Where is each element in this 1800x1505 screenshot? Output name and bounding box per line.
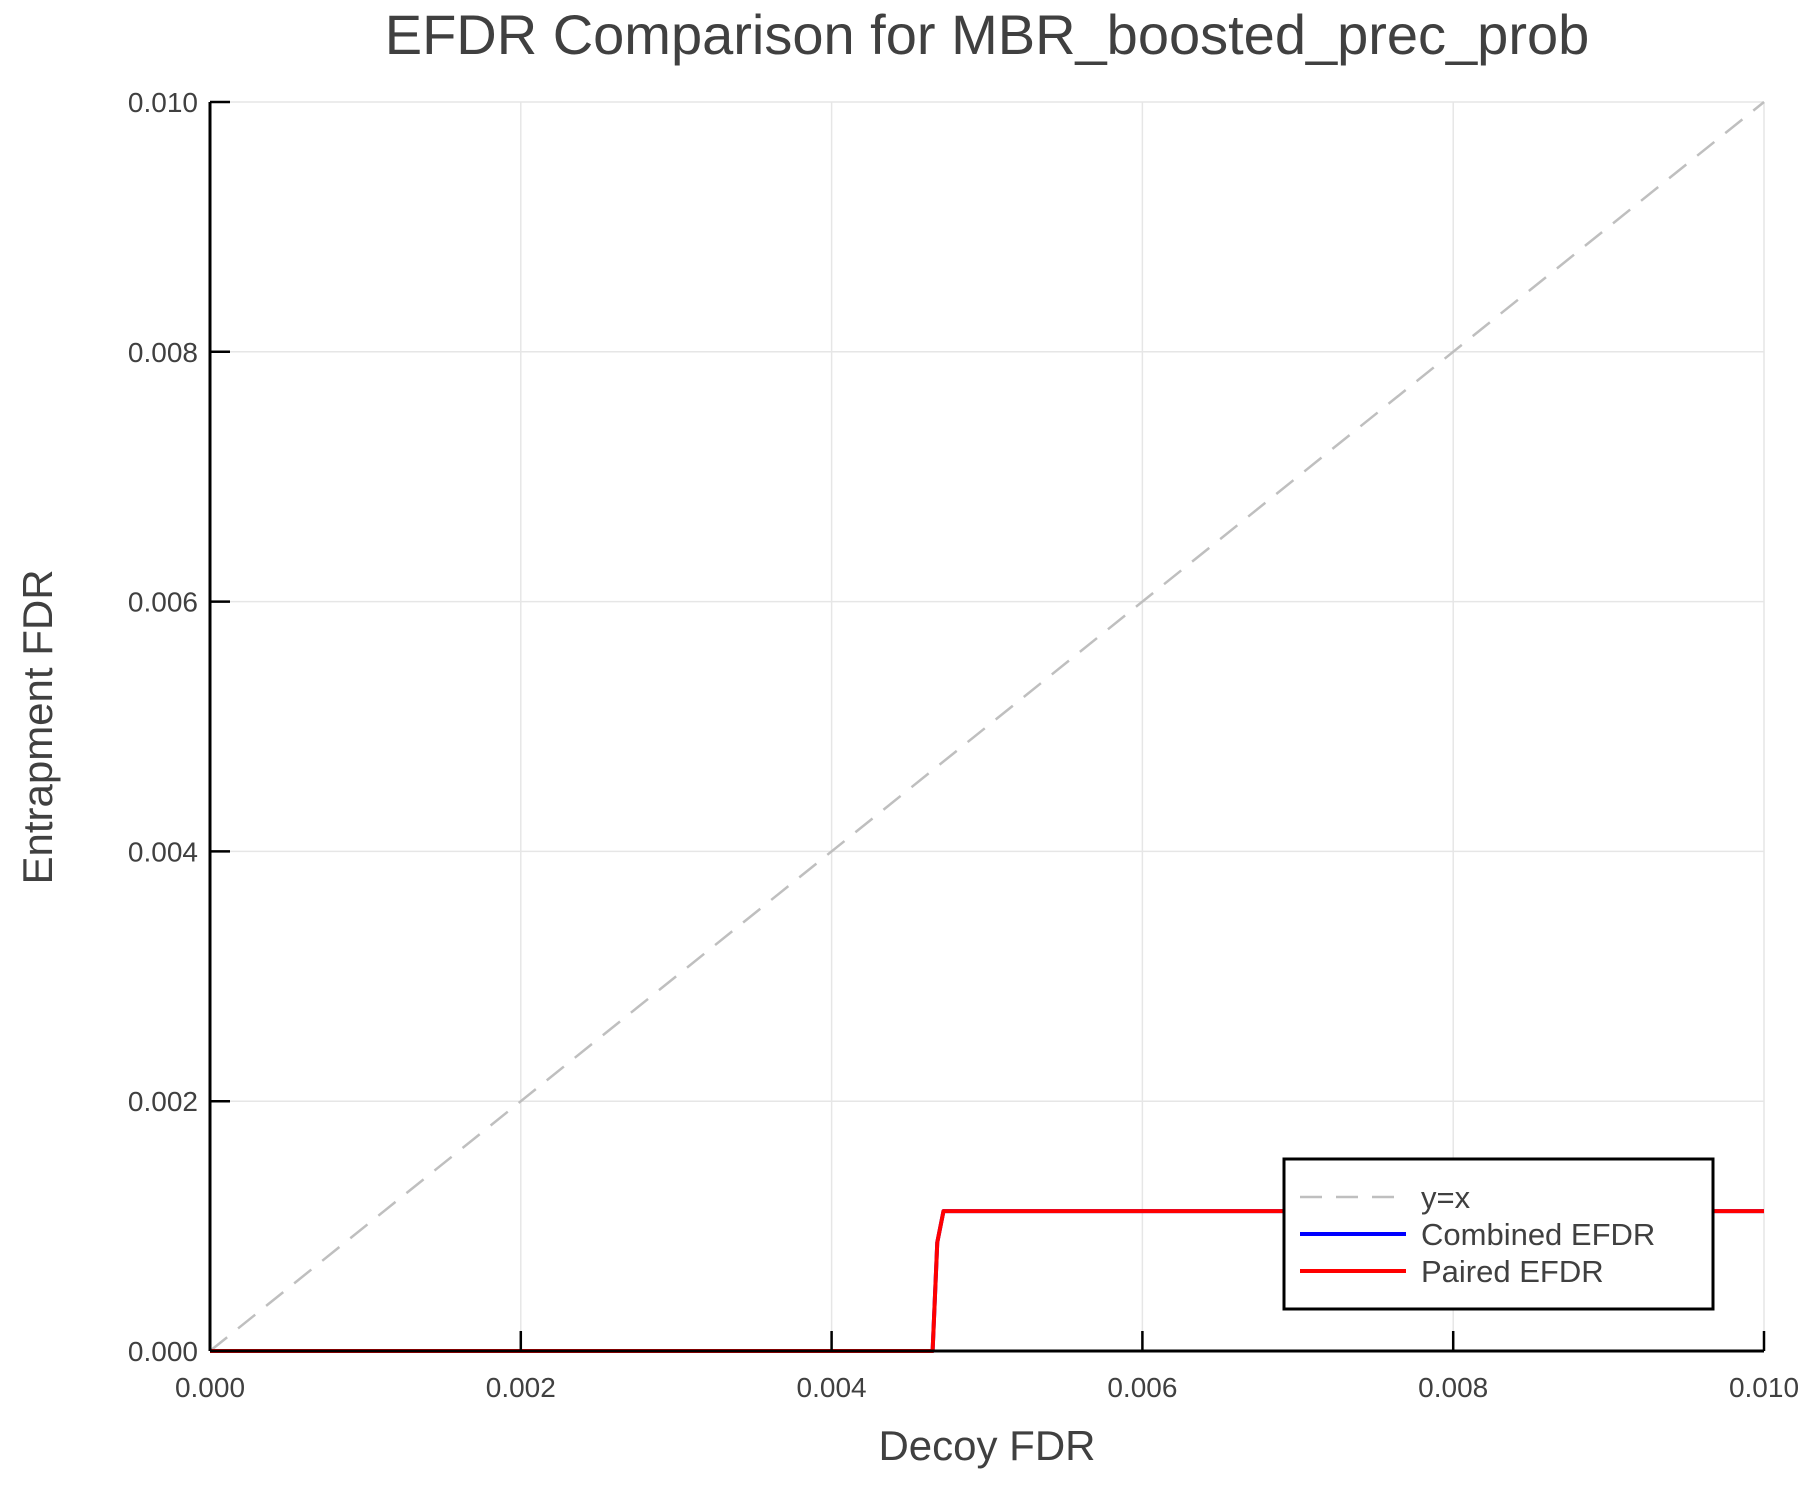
chart-title: EFDR Comparison for MBR_boosted_prec_pro… <box>385 3 1590 66</box>
legend-label: y=x <box>1421 1180 1471 1215</box>
x-axis-label: Decoy FDR <box>878 1422 1095 1469</box>
y-tick-label: 0.000 <box>128 1336 198 1367</box>
legend-label: Paired EFDR <box>1421 1254 1604 1289</box>
y-tick-label: 0.004 <box>128 836 198 867</box>
x-tick-label: 0.008 <box>1418 1372 1488 1403</box>
y-tick-label: 0.006 <box>128 587 198 618</box>
x-tick-label: 0.002 <box>486 1372 556 1403</box>
legend-label: Combined EFDR <box>1421 1217 1655 1252</box>
axes: 0.000 0.002 0.004 0.006 0.008 0.010 0.000 0.002… <box>128 87 1799 1403</box>
series-line-y-x <box>209 101 1765 1352</box>
y-tick-label: 0.010 <box>128 87 198 118</box>
x-tick-label: 0.006 <box>1107 1372 1177 1403</box>
x-tick-label: 0.000 <box>175 1372 245 1403</box>
x-tick-label: 0.004 <box>797 1372 867 1403</box>
x-tick-label: 0.010 <box>1729 1372 1799 1403</box>
y-tick-label: 0.008 <box>128 337 198 368</box>
y-tick-label: 0.002 <box>128 1086 198 1117</box>
y-axis-label: Entrapment FDR <box>14 569 61 884</box>
